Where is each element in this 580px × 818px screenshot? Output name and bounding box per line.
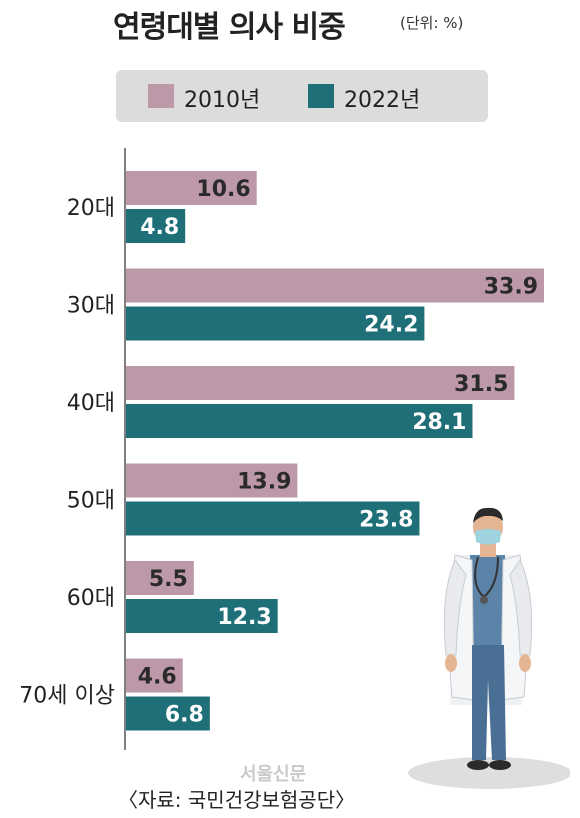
category-label: 70세 이상 (19, 684, 115, 709)
data-label: 5.5 (149, 567, 188, 592)
bar-2022년-60대 (126, 599, 278, 633)
data-label: 33.9 (484, 275, 538, 300)
bar-2022년-40대 (126, 404, 473, 438)
category-label: 30대 (67, 294, 115, 319)
category-label: 50대 (67, 489, 115, 514)
bar-2022년-70세 이상 (126, 696, 210, 731)
bar-2022년-30대 (126, 306, 425, 341)
bar-2022년-50대 (126, 501, 420, 536)
bar-2010년-30대 (126, 268, 544, 303)
chart-title: 연령대별 의사 비중 (113, 10, 346, 45)
data-label: 23.8 (359, 508, 413, 533)
legend-label-2010: 2010년 (184, 88, 261, 113)
bar-2010년-60대 (126, 561, 194, 595)
source-note: 〈자료: 국민건강보험공단〉 (118, 788, 356, 812)
bar-2010년-40대 (126, 366, 515, 400)
legend: 2010년 2022년 (116, 70, 488, 122)
legend-swatch-2022 (308, 84, 334, 108)
data-label: 13.9 (237, 470, 291, 495)
data-label: 28.1 (412, 410, 466, 435)
category-label: 40대 (67, 391, 115, 416)
bar-2022년-20대 (126, 209, 186, 243)
data-label: 6.8 (165, 703, 204, 728)
legend-label-2022: 2022년 (344, 88, 421, 113)
category-label: 20대 (67, 196, 115, 221)
data-label: 10.6 (196, 177, 250, 202)
legend-swatch-2010 (148, 84, 174, 108)
bar-2010년-70세 이상 (126, 658, 183, 693)
unit-label: (단위: %) (400, 14, 464, 32)
category-label: 60대 (67, 586, 115, 611)
bar-2010년-50대 (126, 463, 298, 498)
data-label: 4.6 (138, 665, 177, 690)
brand-logo: 서울신문 (240, 764, 307, 785)
doctor-icon (408, 507, 570, 789)
data-label: 4.8 (140, 215, 179, 240)
data-label: 12.3 (217, 605, 271, 630)
data-label: 31.5 (454, 372, 508, 397)
data-label: 24.2 (364, 313, 418, 338)
bar-2010년-20대 (126, 171, 257, 205)
